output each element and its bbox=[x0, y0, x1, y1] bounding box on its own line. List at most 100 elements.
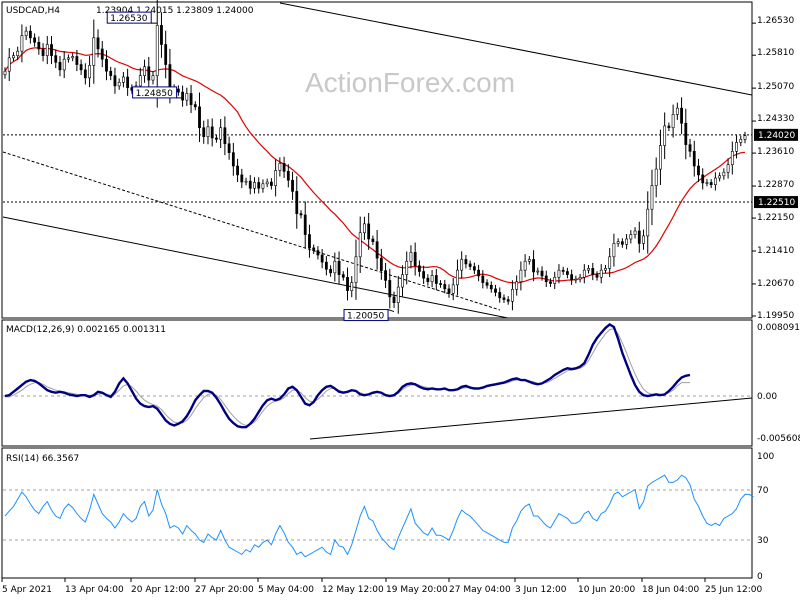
candle-body bbox=[189, 93, 193, 105]
candle-body bbox=[278, 163, 282, 171]
candle-body bbox=[58, 62, 62, 71]
candle-body bbox=[215, 137, 218, 140]
candle-body bbox=[185, 93, 189, 101]
candle-body bbox=[544, 275, 548, 283]
candle-body bbox=[231, 152, 235, 167]
time-tick-label: 25 Jun 12:00 bbox=[705, 585, 762, 595]
candle-body bbox=[198, 106, 201, 129]
candle-body bbox=[286, 171, 290, 181]
candle-body bbox=[464, 259, 468, 265]
candle-body bbox=[527, 259, 531, 262]
time-tick-label: 3 Jun 12:00 bbox=[515, 585, 567, 595]
macd-tick-label: 0.00 bbox=[757, 392, 777, 402]
price-annotations: 1.26530 1.24850 1.20050 bbox=[106, 11, 395, 322]
candle-body bbox=[565, 271, 569, 275]
candle-body bbox=[388, 280, 392, 298]
candle-body bbox=[24, 30, 28, 36]
candle-body bbox=[447, 288, 451, 294]
time-tick-label: 10 Jun 20:00 bbox=[578, 585, 635, 595]
candle-body bbox=[308, 234, 311, 249]
candle-body bbox=[422, 271, 426, 279]
rsi-tick-label: 0 bbox=[757, 572, 763, 582]
candle-body bbox=[718, 175, 722, 179]
candle-body bbox=[726, 164, 730, 173]
candle-body bbox=[413, 252, 417, 267]
candle-body bbox=[671, 114, 675, 129]
candle-body bbox=[155, 25, 159, 76]
candle-body bbox=[612, 243, 616, 258]
candle-body bbox=[646, 208, 650, 237]
price-axis: 1.26530 1.25810 1.25070 1.24330 1.23610 … bbox=[752, 16, 794, 321]
candle-body bbox=[561, 269, 565, 272]
candle-body bbox=[494, 288, 497, 293]
horizontal-levels bbox=[3, 134, 752, 203]
candle-body bbox=[269, 181, 273, 186]
macd-axis: 0.008091 0.00 -0.005608 bbox=[757, 323, 800, 444]
annotation-label: 1.24850 bbox=[136, 89, 173, 99]
price-annotation: 1.26530 bbox=[106, 11, 158, 24]
candle-body bbox=[105, 58, 108, 72]
macd-trend-line bbox=[309, 397, 753, 440]
annotation-box bbox=[106, 11, 152, 24]
annotation-label: 1.26530 bbox=[110, 14, 147, 24]
candle-body bbox=[320, 254, 324, 263]
candle-body bbox=[358, 232, 362, 258]
time-axis: 5 Apr 2021 13 Apr 04:00 20 Apr 12:00 27 … bbox=[2, 585, 762, 595]
candle-body bbox=[244, 180, 248, 183]
candle-body bbox=[367, 223, 371, 240]
candle-body bbox=[126, 76, 130, 88]
candle-body bbox=[265, 181, 269, 185]
candle-body bbox=[650, 185, 654, 210]
candle-body bbox=[417, 265, 421, 272]
candle-body bbox=[684, 122, 688, 145]
price-tick-label: 1.26530 bbox=[757, 16, 794, 26]
candle-body bbox=[396, 286, 400, 303]
candle-body bbox=[143, 66, 146, 76]
candle-body bbox=[341, 274, 345, 278]
price-tag-box bbox=[754, 128, 798, 141]
rsi-line bbox=[4, 474, 754, 558]
candle-body bbox=[722, 171, 726, 177]
candle-body bbox=[426, 277, 430, 283]
candle-body bbox=[257, 182, 261, 189]
candle-body bbox=[193, 104, 197, 108]
candle-body bbox=[519, 269, 523, 283]
candle-body bbox=[253, 182, 256, 189]
candle-body bbox=[210, 126, 214, 139]
candle-body bbox=[633, 230, 637, 235]
candle-body bbox=[240, 174, 244, 183]
candle-body bbox=[384, 270, 387, 281]
time-tick-label: 5 Apr 2021 bbox=[2, 585, 52, 595]
candle-body bbox=[472, 266, 476, 271]
candle-body bbox=[3, 70, 7, 76]
macd-main-line bbox=[4, 323, 691, 429]
candle-body bbox=[667, 125, 671, 129]
candle-body bbox=[147, 66, 151, 81]
candle-body bbox=[405, 260, 409, 275]
candle-body bbox=[481, 275, 485, 283]
price-tick-label: 1.22870 bbox=[757, 180, 794, 190]
candle-body bbox=[697, 165, 700, 176]
candle-body bbox=[219, 127, 223, 140]
candle-body bbox=[282, 163, 286, 172]
dotted-trend-line bbox=[2, 151, 501, 311]
candle-body bbox=[28, 30, 32, 39]
candle-body bbox=[37, 41, 41, 50]
candle-body bbox=[7, 57, 11, 72]
rsi-label: RSI(14) 66.3567 bbox=[6, 454, 79, 464]
symbol-timeframe: USDCAD,H4 bbox=[6, 6, 60, 16]
macd-lines bbox=[4, 323, 691, 429]
price-annotation: 1.24850 bbox=[132, 86, 183, 99]
candle-body bbox=[701, 174, 705, 184]
price-tick-label: 1.20670 bbox=[757, 279, 794, 289]
candle-body bbox=[33, 37, 37, 43]
candle-body bbox=[295, 191, 299, 214]
candle-body bbox=[430, 275, 434, 283]
candle-body bbox=[337, 260, 341, 275]
candle-body bbox=[371, 238, 375, 242]
candle-body bbox=[443, 284, 447, 290]
candle-body bbox=[620, 241, 624, 245]
candle-body bbox=[117, 82, 121, 87]
ma-line bbox=[4, 47, 746, 284]
